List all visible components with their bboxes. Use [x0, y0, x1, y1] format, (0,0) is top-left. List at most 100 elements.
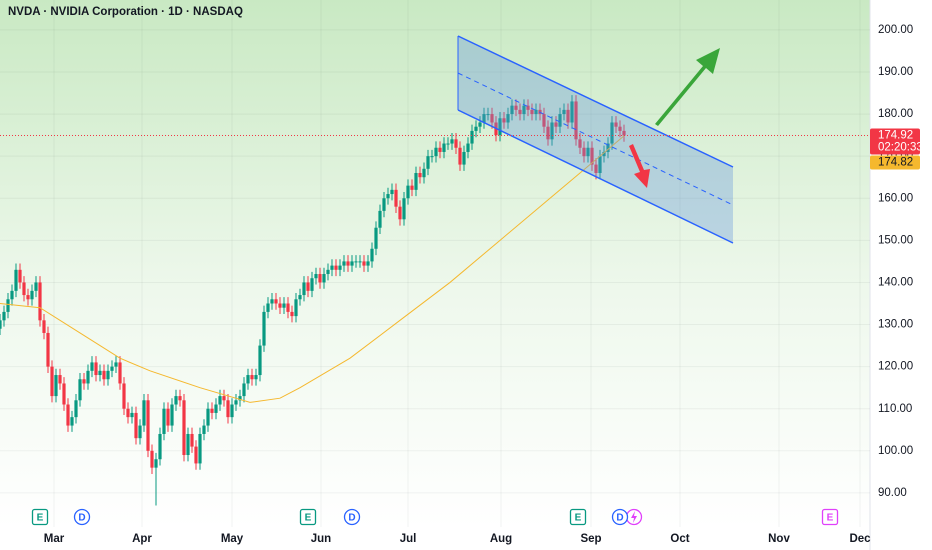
- candle-body: [174, 396, 178, 405]
- candle-body: [70, 417, 74, 426]
- candle-body: [222, 396, 226, 401]
- candle-body: [138, 425, 142, 439]
- candle-body: [398, 206, 402, 220]
- candle-body: [190, 433, 194, 447]
- candle-body: [142, 400, 146, 426]
- candle-body: [178, 396, 182, 401]
- event-label: D: [348, 513, 355, 524]
- event-label: D: [616, 513, 623, 524]
- ma-price-label: 174.82: [878, 156, 913, 168]
- candle-body: [0, 320, 2, 329]
- y-tick-label: 160.00: [878, 192, 913, 204]
- candle-body: [514, 105, 518, 110]
- candle-body: [218, 396, 222, 405]
- candle-body: [22, 282, 26, 296]
- y-tick-label: 100.00: [878, 445, 913, 457]
- arrow-down: [629, 144, 650, 188]
- candle-body: [186, 433, 190, 456]
- candle-body: [546, 126, 550, 140]
- candle-body: [54, 375, 58, 397]
- grid: [0, 0, 870, 527]
- candle-body: [182, 400, 186, 456]
- candle-body: [134, 412, 138, 439]
- candle-body: [366, 261, 370, 266]
- candle-body: [330, 265, 334, 270]
- candle-body: [414, 173, 418, 190]
- candle-body: [242, 383, 246, 397]
- candle-body: [522, 105, 526, 115]
- candle-body: [458, 147, 462, 165]
- candle-body: [274, 299, 278, 304]
- channel-middle: [457, 72, 734, 206]
- candle-body: [446, 143, 450, 145]
- candle-body: [590, 147, 594, 165]
- candle-body: [14, 269, 18, 291]
- candle-body: [254, 375, 258, 380]
- candle-body: [378, 210, 382, 228]
- candle-body: [42, 320, 46, 333]
- x-tick-label: Apr: [132, 533, 152, 545]
- candle-body: [374, 227, 378, 249]
- event-marker: [299, 508, 317, 526]
- candle-body: [286, 303, 290, 312]
- candle-body: [434, 147, 438, 157]
- candle-body: [34, 282, 38, 291]
- candle-body: [10, 290, 14, 300]
- x-tick-label: May: [221, 533, 244, 545]
- candle-body: [298, 295, 302, 300]
- last-price-label: 174.92: [878, 129, 913, 141]
- candle-body: [582, 147, 586, 157]
- candle-body: [90, 362, 94, 371]
- candle-body: [350, 261, 354, 266]
- x-tick-label: Aug: [490, 533, 512, 545]
- candle-body: [162, 408, 166, 434]
- candle-body: [382, 198, 386, 211]
- candle-body: [450, 139, 454, 144]
- candle-body: [30, 290, 34, 300]
- candle-body: [202, 425, 206, 434]
- candle-body: [430, 156, 434, 158]
- candle-body: [98, 370, 102, 376]
- candle-body: [594, 164, 598, 174]
- candle-body: [394, 189, 398, 207]
- candle-body: [570, 101, 574, 123]
- candle-body: [550, 122, 554, 140]
- y-tick-label: 140.00: [878, 276, 913, 288]
- candle-body: [554, 122, 558, 127]
- moving-average: [0, 135, 625, 403]
- candle-body: [306, 282, 310, 291]
- candle-body: [462, 151, 466, 165]
- y-tick-label: 90.00: [878, 487, 907, 499]
- candle-body: [278, 303, 282, 308]
- candle-body: [610, 122, 614, 144]
- candle-body: [334, 265, 338, 270]
- channel-lower: [457, 109, 734, 244]
- plot-background: [0, 0, 870, 527]
- candle-body: [126, 408, 130, 418]
- chart-title: NVDA · NVIDIA Corporation · 1D · NASDAQ: [8, 6, 243, 18]
- event-marker: [821, 508, 839, 526]
- candle-body: [602, 151, 606, 157]
- candle-body: [6, 299, 10, 312]
- candle-body: [598, 156, 602, 174]
- candle-body: [198, 433, 202, 464]
- candle-body: [110, 366, 114, 371]
- candle-body: [166, 408, 170, 426]
- event-label: E: [37, 513, 44, 524]
- channel-upper: [457, 35, 734, 168]
- candle-body: [498, 118, 502, 136]
- candle-body: [158, 433, 162, 460]
- candle-body: [94, 362, 98, 376]
- candle-body: [586, 147, 590, 157]
- candle-body: [46, 332, 50, 367]
- event-label: E: [305, 513, 312, 524]
- candle-body: [2, 311, 6, 321]
- candle-body: [422, 168, 426, 178]
- x-tick-label: Dec: [849, 533, 871, 545]
- event-marker: [569, 508, 587, 526]
- candle-body: [474, 126, 478, 131]
- candle-body: [258, 345, 262, 376]
- candle-body: [314, 274, 318, 279]
- x-tick-label: Sep: [580, 533, 601, 545]
- candle-body: [530, 109, 534, 115]
